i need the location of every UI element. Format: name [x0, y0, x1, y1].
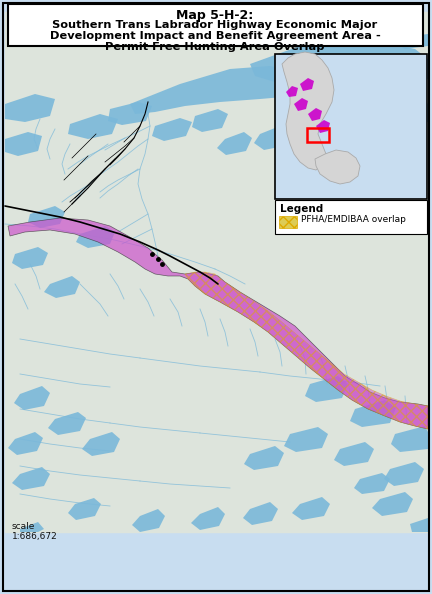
- Polygon shape: [284, 427, 328, 452]
- Polygon shape: [315, 150, 360, 184]
- Polygon shape: [390, 34, 428, 49]
- Text: PFHA/EMDIBAA overlap: PFHA/EMDIBAA overlap: [301, 216, 406, 225]
- Text: Legend: Legend: [280, 204, 323, 214]
- Polygon shape: [44, 276, 80, 298]
- Text: Permit Free Hunting Area Overlap: Permit Free Hunting Area Overlap: [105, 42, 325, 52]
- Polygon shape: [308, 108, 322, 121]
- Polygon shape: [48, 412, 86, 435]
- Bar: [275, 200, 427, 234]
- Polygon shape: [217, 132, 252, 155]
- Polygon shape: [5, 94, 55, 122]
- Polygon shape: [354, 473, 390, 494]
- Polygon shape: [282, 52, 334, 170]
- Bar: [275, 54, 427, 199]
- Polygon shape: [191, 507, 225, 530]
- Polygon shape: [300, 78, 314, 91]
- Polygon shape: [68, 114, 118, 139]
- Polygon shape: [334, 442, 374, 466]
- Polygon shape: [350, 400, 396, 427]
- Polygon shape: [152, 118, 192, 141]
- Polygon shape: [108, 102, 152, 125]
- Polygon shape: [12, 467, 50, 490]
- Polygon shape: [398, 98, 430, 126]
- Polygon shape: [372, 492, 413, 516]
- Bar: [5, 12, 427, 532]
- Polygon shape: [380, 131, 418, 155]
- Polygon shape: [12, 247, 48, 269]
- Polygon shape: [316, 120, 330, 133]
- Polygon shape: [28, 206, 65, 228]
- Polygon shape: [384, 462, 424, 486]
- Polygon shape: [306, 104, 348, 128]
- Polygon shape: [130, 66, 310, 114]
- Polygon shape: [410, 518, 428, 532]
- Text: Map 5-H-2:: Map 5-H-2:: [176, 9, 254, 22]
- Polygon shape: [8, 218, 428, 429]
- Polygon shape: [292, 497, 330, 520]
- Polygon shape: [14, 386, 50, 410]
- Bar: [279, 216, 297, 228]
- Polygon shape: [254, 126, 290, 150]
- Polygon shape: [8, 432, 43, 455]
- Polygon shape: [82, 432, 120, 456]
- Text: Development Impact and Benefit Agreement Area -: Development Impact and Benefit Agreement…: [50, 31, 380, 41]
- Polygon shape: [244, 446, 284, 470]
- Polygon shape: [243, 502, 278, 525]
- Polygon shape: [76, 226, 115, 248]
- Polygon shape: [132, 509, 165, 532]
- Polygon shape: [344, 116, 382, 140]
- Polygon shape: [5, 132, 42, 156]
- Polygon shape: [185, 272, 428, 429]
- Polygon shape: [391, 426, 430, 452]
- Polygon shape: [286, 86, 298, 97]
- Bar: [307, 128, 329, 142]
- Polygon shape: [20, 522, 44, 532]
- Text: scale
1:686,672: scale 1:686,672: [12, 522, 58, 541]
- Bar: [8, 4, 423, 46]
- Polygon shape: [68, 498, 101, 520]
- Polygon shape: [294, 98, 308, 111]
- Polygon shape: [250, 39, 428, 84]
- Polygon shape: [192, 109, 228, 132]
- Text: Southern Trans Labrador Highway Economic Major: Southern Trans Labrador Highway Economic…: [52, 20, 378, 30]
- Polygon shape: [305, 376, 348, 402]
